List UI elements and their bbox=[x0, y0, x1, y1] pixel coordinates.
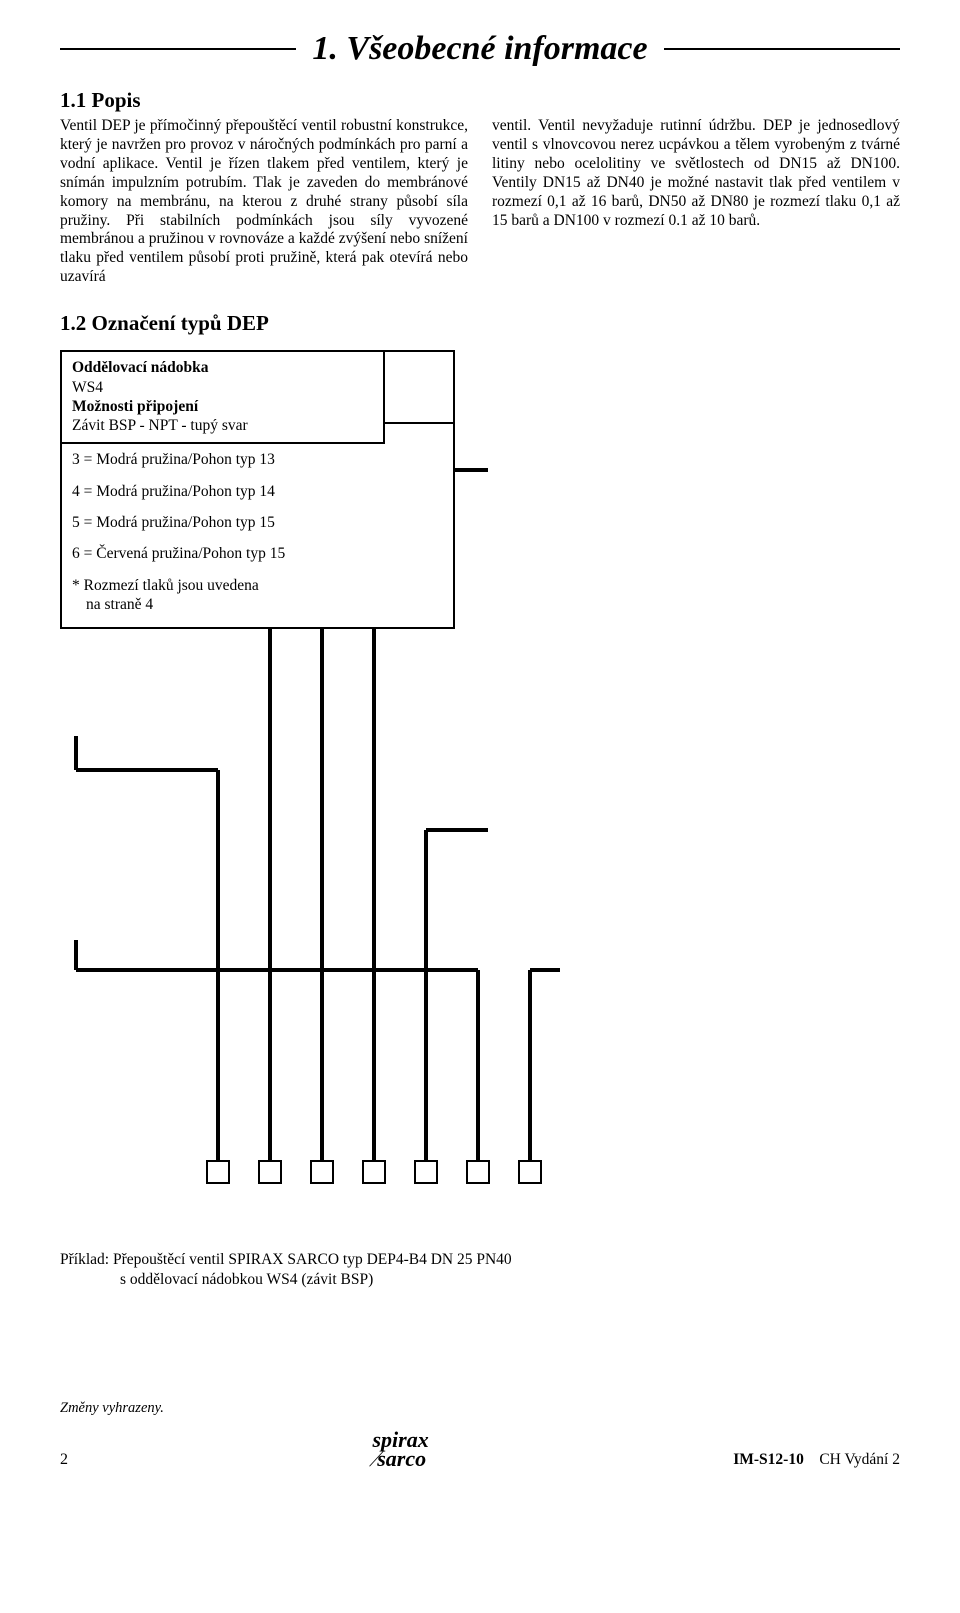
title-rule-left bbox=[60, 48, 296, 50]
description-col-2: ventil. Ventil nevyžaduje rutinní údržbu… bbox=[492, 117, 900, 287]
box-seppot-l1: WS4 bbox=[72, 378, 373, 397]
box-preset-l6: 6 = Červená pružina/Pohon typ 15 bbox=[72, 544, 443, 563]
footer-doc-right: CH Vydání 2 bbox=[819, 1451, 900, 1468]
description-columns: Ventil DEP je přímočinný přepouštěcí ven… bbox=[60, 117, 900, 287]
title-bar: 1. Všeobecné informace bbox=[60, 30, 900, 68]
sq-2 bbox=[258, 1160, 282, 1184]
box-preset-l3: 3 = Modrá pružina/Pohon typ 13 bbox=[72, 450, 443, 469]
page-footer: Změny vyhrazeny. 2 spirax /sarco IM-S12-… bbox=[60, 1400, 900, 1468]
example-line1: Přepouštěcí ventil SPIRAX SARCO typ DEP4… bbox=[113, 1251, 512, 1268]
box-seppot-l2: Závit BSP - NPT - tupý svar bbox=[72, 416, 373, 435]
footer-doc: IM-S12-10 CH Vydání 2 bbox=[733, 1451, 900, 1469]
sq-6 bbox=[466, 1160, 490, 1184]
footer-page-number: 2 bbox=[60, 1451, 68, 1469]
example-label: Příklad: bbox=[60, 1251, 109, 1268]
box-preset-note1: * Rozmezí tlaků jsou uvedena bbox=[72, 576, 443, 595]
type-designation-diagram: Ucpávka vřetene B = Vlnovcová Materiál t… bbox=[60, 350, 900, 1220]
sq-7 bbox=[518, 1160, 542, 1184]
section-1-2-heading: 1.2 Označení typů DEP bbox=[60, 311, 900, 336]
sq-5 bbox=[414, 1160, 438, 1184]
box-seppot: Oddělovací nádobka WS4 Možnosti připojen… bbox=[60, 350, 385, 444]
box-seppot-h2: Možnosti připojení bbox=[72, 397, 373, 416]
footer-logo: spirax /sarco bbox=[372, 1431, 428, 1468]
example-block: Příklad: Přepouštěcí ventil SPIRAX SARCO… bbox=[60, 1250, 900, 1290]
description-col-1: Ventil DEP je přímočinný přepouštěcí ven… bbox=[60, 117, 468, 287]
title-rule-right bbox=[664, 48, 900, 50]
footer-doc-id: IM-S12-10 bbox=[733, 1451, 804, 1468]
box-preset-l4: 4 = Modrá pružina/Pohon typ 14 bbox=[72, 482, 443, 501]
sq-1 bbox=[206, 1160, 230, 1184]
section-1-1-heading: 1.1 Popis bbox=[60, 88, 900, 113]
designation-squares bbox=[206, 1160, 542, 1184]
footer-changes: Změny vyhrazeny. bbox=[60, 1400, 900, 1417]
box-seppot-h1: Oddělovací nádobka bbox=[72, 358, 373, 377]
box-preset-note2: na straně 4 bbox=[72, 595, 443, 614]
page-title: 1. Všeobecné informace bbox=[296, 30, 663, 68]
sq-4 bbox=[362, 1160, 386, 1184]
box-preset-l5: 5 = Modrá pružina/Pohon typ 15 bbox=[72, 513, 443, 532]
example-line2: s oddělovací nádobkou WS4 (závit BSP) bbox=[120, 1270, 900, 1290]
sq-3 bbox=[310, 1160, 334, 1184]
